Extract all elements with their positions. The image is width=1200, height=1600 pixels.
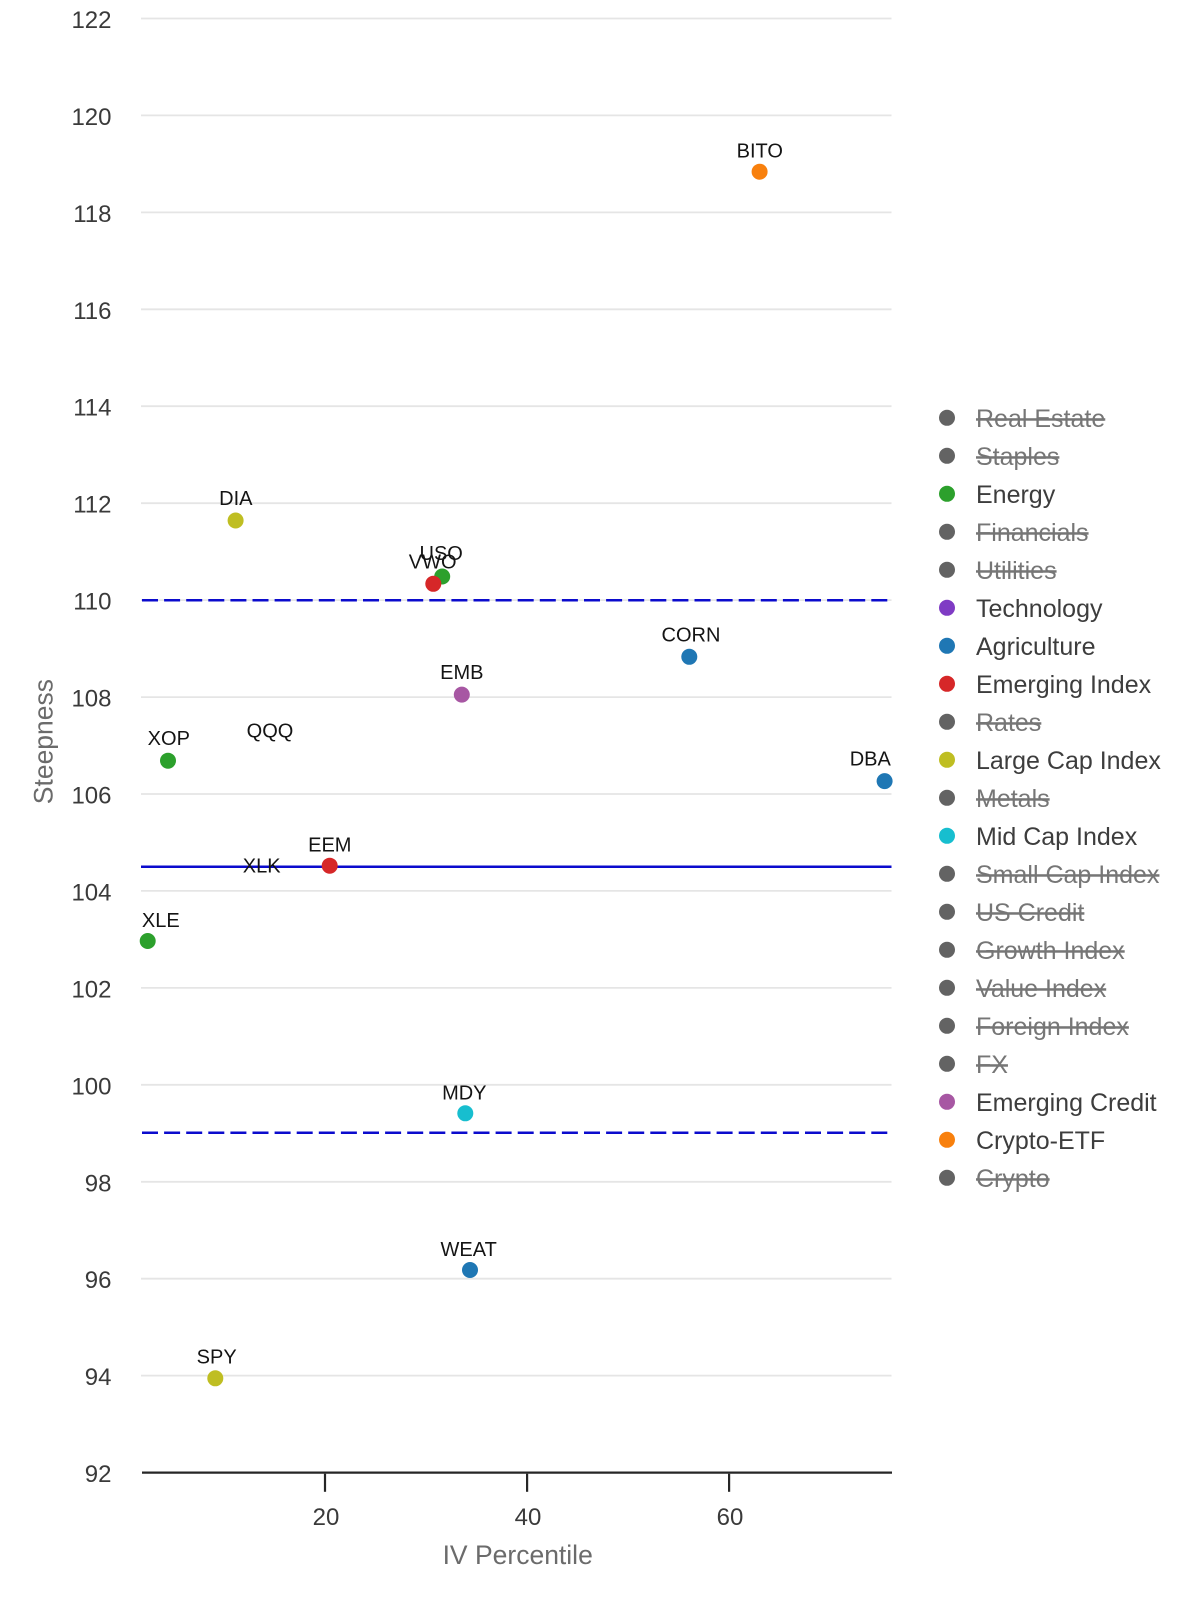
svg-text:XOP: XOP xyxy=(148,728,190,750)
svg-text:Steepness: Steepness xyxy=(29,679,59,804)
svg-text:60: 60 xyxy=(717,1504,744,1531)
svg-text:94: 94 xyxy=(85,1364,112,1391)
svg-text:Value Index: Value Index xyxy=(976,975,1107,1003)
svg-text:QQQ: QQQ xyxy=(247,721,294,743)
svg-text:XLK: XLK xyxy=(243,856,281,878)
svg-text:EMB: EMB xyxy=(440,662,483,684)
svg-text:92: 92 xyxy=(85,1461,112,1488)
svg-text:Staples: Staples xyxy=(976,443,1059,471)
svg-text:DIA: DIA xyxy=(219,488,253,510)
svg-text:Crypto: Crypto xyxy=(976,1165,1050,1193)
svg-text:Small Cap Index: Small Cap Index xyxy=(976,861,1160,889)
svg-text:US Credit: US Credit xyxy=(976,899,1084,927)
svg-text:XLE: XLE xyxy=(142,910,180,932)
svg-text:EEM: EEM xyxy=(308,835,351,857)
svg-text:122: 122 xyxy=(71,7,111,34)
svg-text:USO: USO xyxy=(420,543,463,565)
svg-text:112: 112 xyxy=(73,492,111,519)
svg-text:20: 20 xyxy=(313,1504,340,1531)
svg-text:102: 102 xyxy=(71,976,111,1003)
svg-text:Crypto-ETF: Crypto-ETF xyxy=(976,1127,1105,1155)
svg-text:120: 120 xyxy=(71,104,111,131)
svg-text:106: 106 xyxy=(71,783,111,810)
svg-text:MDY: MDY xyxy=(442,1082,486,1104)
svg-text:118: 118 xyxy=(73,201,111,228)
svg-text:104: 104 xyxy=(71,879,111,906)
svg-text:108: 108 xyxy=(71,686,111,713)
svg-text:BITO: BITO xyxy=(737,140,783,162)
svg-text:110: 110 xyxy=(73,589,111,616)
svg-text:98: 98 xyxy=(85,1170,112,1197)
svg-text:SPY: SPY xyxy=(197,1347,237,1369)
svg-text:CORN: CORN xyxy=(662,625,721,647)
svg-text:114: 114 xyxy=(73,395,111,422)
svg-text:Utilities: Utilities xyxy=(976,557,1057,585)
svg-text:116: 116 xyxy=(73,298,111,325)
svg-text:FX: FX xyxy=(976,1051,1008,1079)
svg-text:Metals: Metals xyxy=(976,785,1050,813)
svg-text:Foreign Index: Foreign Index xyxy=(976,1013,1129,1041)
svg-text:DBA: DBA xyxy=(850,749,892,771)
svg-text:WEAT: WEAT xyxy=(441,1239,497,1261)
svg-text:Growth Index: Growth Index xyxy=(976,937,1125,965)
svg-text:Agriculture: Agriculture xyxy=(976,633,1096,661)
svg-text:Technology: Technology xyxy=(976,595,1103,623)
svg-text:IV Percentile: IV Percentile xyxy=(443,1540,593,1570)
svg-text:Emerging Credit: Emerging Credit xyxy=(976,1089,1157,1117)
svg-text:Large Cap Index: Large Cap Index xyxy=(976,747,1161,775)
svg-text:Rates: Rates xyxy=(976,709,1041,737)
svg-text:Real Estate: Real Estate xyxy=(976,405,1105,433)
svg-text:Financials: Financials xyxy=(976,519,1089,547)
svg-text:40: 40 xyxy=(515,1504,542,1531)
svg-text:96: 96 xyxy=(85,1267,112,1294)
svg-text:VWO: VWO xyxy=(409,552,457,574)
svg-text:Emerging Index: Emerging Index xyxy=(976,671,1152,699)
svg-text:100: 100 xyxy=(71,1073,111,1100)
svg-text:Energy: Energy xyxy=(976,481,1056,509)
svg-text:Mid Cap Index: Mid Cap Index xyxy=(976,823,1138,851)
